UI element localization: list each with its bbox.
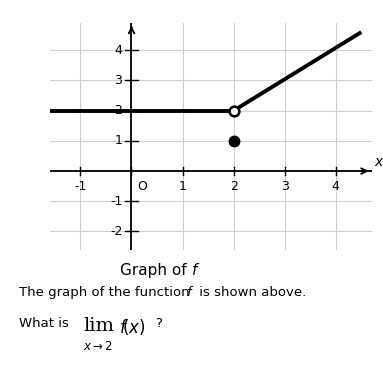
Text: f: f [186,286,190,299]
Text: $x{\rightarrow}2$: $x{\rightarrow}2$ [83,340,113,353]
Text: ?: ? [155,317,162,330]
Text: 1: 1 [115,134,122,147]
Text: f: f [192,263,197,278]
Text: lim: lim [83,317,115,335]
Text: 3: 3 [115,74,122,87]
Text: What is: What is [19,317,73,330]
Text: x: x [374,155,382,169]
Text: 2: 2 [230,179,237,192]
Text: 3: 3 [281,179,289,192]
Text: $f\!\left(x\right)$: $f\!\left(x\right)$ [119,317,145,337]
Text: -1: -1 [110,195,122,208]
Text: -1: -1 [74,179,87,192]
Text: The graph of the function: The graph of the function [19,286,194,299]
Text: is shown above.: is shown above. [195,286,306,299]
Text: 4: 4 [115,44,122,57]
Text: 4: 4 [332,179,340,192]
Text: O: O [137,179,147,192]
Text: Graph of: Graph of [120,263,192,278]
Text: 2: 2 [115,104,122,117]
Text: -2: -2 [110,225,122,238]
Text: 1: 1 [178,179,187,192]
